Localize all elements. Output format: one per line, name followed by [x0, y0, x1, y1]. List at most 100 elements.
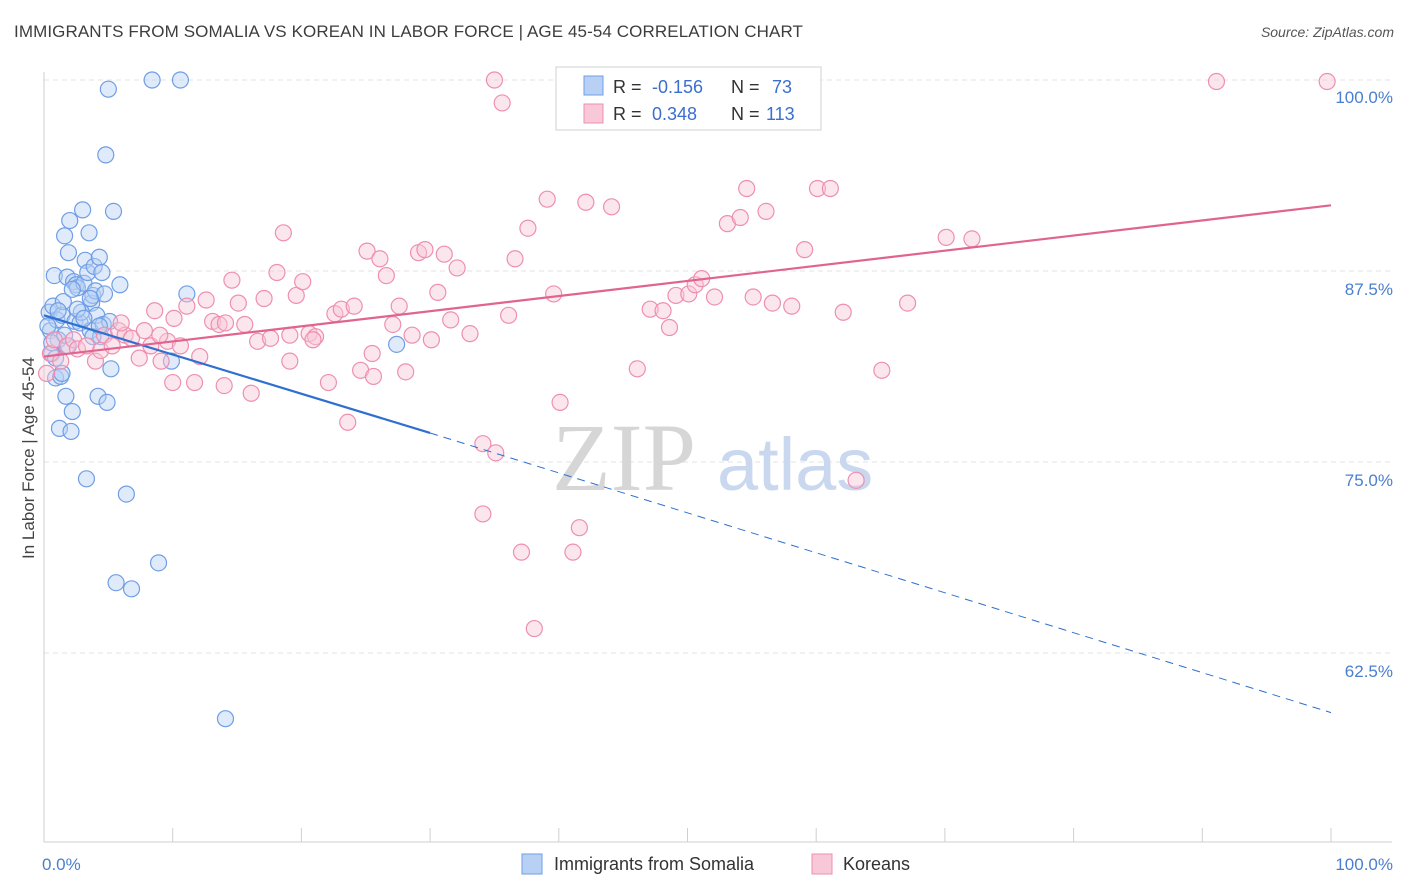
korean-point-11	[103, 337, 121, 355]
legend-swatch-korean	[583, 103, 604, 124]
somalia-point-55	[178, 285, 196, 303]
korean-point-96	[783, 297, 801, 315]
korean-point-24	[185, 373, 204, 392]
korean-point-41	[294, 273, 312, 291]
korean-point-32	[236, 315, 254, 334]
korean-point-21	[165, 309, 183, 327]
korean-point-51	[364, 367, 383, 386]
somalia-point-18	[63, 402, 81, 421]
gridlines	[44, 79, 1392, 654]
legend-n-label-korean: N =	[731, 104, 760, 124]
trend-lines	[43, 204, 1332, 714]
korean-point-100	[834, 303, 852, 321]
korean-point-23	[178, 297, 196, 315]
korean-point-93	[744, 288, 762, 306]
legend-n-value-korean: 113	[766, 104, 795, 124]
somalia-point-48	[107, 574, 125, 592]
somalia-point-66	[49, 302, 67, 320]
korean-point-76	[551, 393, 569, 412]
korean-point-50	[358, 242, 376, 260]
somalia-point-56	[216, 710, 235, 728]
y-tick-label-1: 75.0%	[1345, 471, 1393, 490]
series-korean-points	[37, 71, 1336, 638]
korean-point-53	[377, 266, 395, 285]
korean-point-81	[628, 360, 646, 378]
korean-point-103	[898, 294, 917, 312]
somalia-point-17	[62, 422, 80, 441]
somalia-point-51	[143, 71, 161, 89]
korean-point-84	[660, 318, 679, 337]
korean-point-110	[304, 331, 322, 349]
korean-point-105	[963, 230, 981, 248]
korean-point-67	[487, 444, 505, 462]
korean-point-28	[210, 315, 228, 334]
korean-point-18	[146, 302, 164, 320]
korean-point-62	[435, 245, 453, 263]
source-label: Source: ZipAtlas.com	[1260, 24, 1394, 40]
y-tick-label-3: 100.0%	[1335, 88, 1393, 107]
korean-point-71	[512, 543, 531, 561]
korean-point-72	[519, 219, 537, 237]
correlation-legend: R = -0.156 N = 73 R = 0.348 N = 113	[555, 66, 822, 131]
korean-point-56	[397, 363, 415, 381]
somalia-point-43	[98, 393, 116, 412]
somalia-point-41	[95, 285, 114, 303]
korean-point-102	[873, 361, 891, 379]
somalia-point-11	[54, 292, 72, 311]
korean-point-114	[164, 373, 182, 392]
korean-point-75	[545, 285, 563, 303]
watermark-zip: ZIP	[552, 404, 696, 511]
korean-point-73	[525, 619, 543, 638]
legend-r-value-somalia: -0.156	[652, 77, 703, 97]
x-tick-label-0: 0.0%	[42, 855, 81, 874]
legend-n-value-somalia: 73	[772, 77, 792, 97]
somalia-point-36	[89, 387, 107, 405]
korean-point-95	[763, 294, 782, 312]
bottom-legend-label-korean: Koreans	[843, 854, 910, 874]
korean-point-92	[738, 179, 756, 198]
somalia-point-44	[99, 80, 117, 98]
somalia-point-52	[149, 554, 168, 572]
legend-n-label-somalia: N =	[731, 77, 760, 97]
somalia-point-12	[55, 227, 74, 245]
korean-point-33	[242, 384, 260, 402]
korean-point-57	[403, 326, 421, 344]
x-tick-labels: 0.0% 100.0%	[42, 855, 1393, 874]
korean-point-70	[506, 250, 524, 268]
korean-point-61	[429, 283, 447, 301]
y-tick-label-2: 87.5%	[1345, 280, 1393, 299]
korean-point-31	[229, 294, 247, 312]
trend-line-somalia-extension	[429, 432, 1332, 714]
somalia-point-63	[68, 300, 87, 318]
korean-point-8	[86, 352, 105, 370]
korean-point-47	[339, 413, 357, 431]
korean-point-19	[152, 352, 170, 370]
somalia-point-49	[117, 485, 135, 503]
korean-point-59	[416, 241, 434, 259]
somalia-point-37	[90, 248, 108, 266]
korean-point-68	[493, 94, 511, 112]
trend-line-korean	[43, 204, 1332, 358]
korean-point-54	[384, 315, 402, 334]
korean-point-106	[1207, 72, 1226, 91]
korean-point-37	[268, 263, 286, 282]
somalia-point-57	[388, 335, 406, 353]
somalia-point-71	[111, 276, 129, 294]
series-legend: Immigrants from Somalia Koreans	[521, 853, 910, 875]
korean-point-3	[52, 352, 70, 370]
korean-point-0	[37, 364, 56, 382]
korean-point-46	[332, 300, 350, 318]
somalia-point-64	[75, 309, 93, 327]
somalia-point-29	[80, 224, 98, 242]
korean-point-34	[249, 332, 267, 350]
somalia-point-27	[77, 470, 96, 488]
korean-point-89	[705, 288, 724, 306]
korean-point-35	[255, 289, 273, 308]
korean-point-115	[215, 377, 233, 395]
watermark: ZIP atlas	[552, 404, 873, 511]
korean-point-112	[151, 326, 169, 344]
somalia-point-13	[57, 387, 75, 405]
legend-r-label-somalia: R =	[613, 77, 642, 97]
korean-point-97	[796, 241, 814, 259]
